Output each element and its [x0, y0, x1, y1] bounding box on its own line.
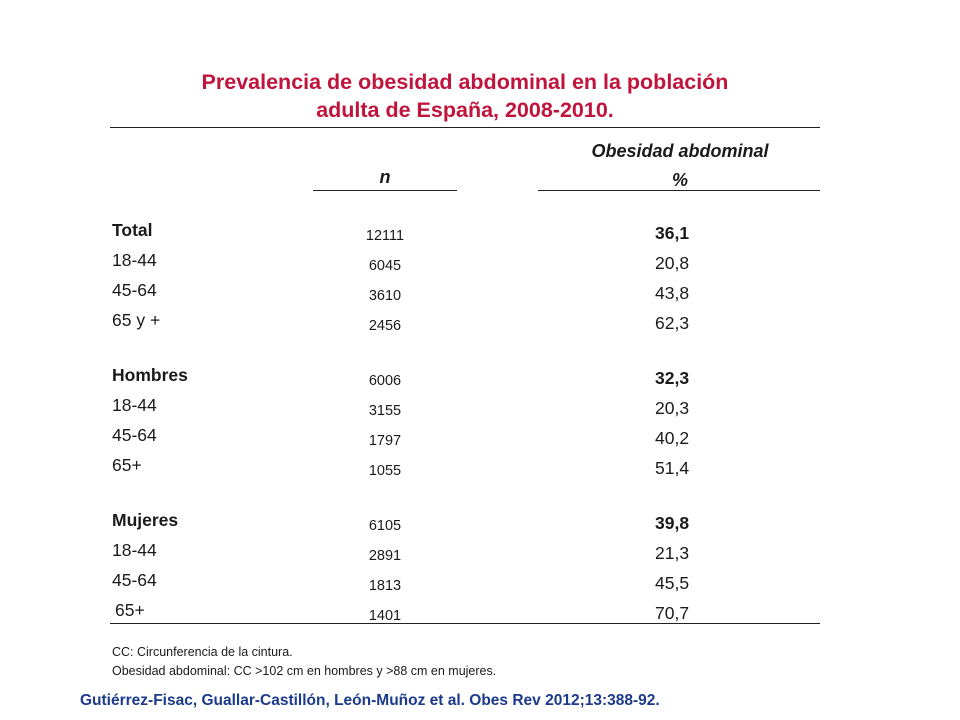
- page-title: Prevalencia de obesidad abdominal en la …: [110, 68, 820, 124]
- row-label: 18-44: [112, 395, 157, 415]
- row-obesity-percent: 43,8: [655, 283, 690, 303]
- row-n-value: 6006: [368, 373, 402, 389]
- title-line-1: Prevalencia de obesidad abdominal en la …: [201, 70, 729, 94]
- row-obesity-percent: 62,3: [655, 313, 690, 333]
- row-n-value: 1055: [368, 463, 402, 479]
- row-n-value: 1797: [368, 433, 402, 449]
- title-line-2: adulta de España, 2008-2010.: [316, 98, 614, 122]
- table-bottom-rule: [110, 623, 820, 624]
- row-label: 45-64: [112, 425, 157, 445]
- row-obesity-percent: 21,3: [655, 543, 690, 563]
- row-obesity-percent: 32,3: [655, 368, 690, 388]
- row-label: Mujeres: [112, 510, 179, 530]
- row-n-value: 1813: [368, 578, 402, 594]
- row-label: 18-44: [112, 250, 157, 270]
- row-label: Total: [112, 220, 153, 240]
- row-label: 65+: [112, 455, 142, 475]
- row-obesity-percent: 36,1: [655, 223, 690, 243]
- row-label: 65 y +: [112, 310, 161, 330]
- footnote-cc: CC: Circunferencia de la cintura.: [112, 645, 293, 659]
- row-n-value: 6105: [368, 518, 402, 534]
- obesity-header-rule: [538, 190, 820, 191]
- footnote-definition: Obesidad abdominal: CC >102 cm en hombre…: [112, 664, 497, 678]
- row-n-value: 3610: [368, 288, 402, 304]
- row-label: 65+: [115, 600, 145, 620]
- row-n-value: 2456: [368, 318, 402, 334]
- table-top-rule: [110, 127, 820, 128]
- row-obesity-percent: 51,4: [655, 458, 690, 478]
- row-n-value: 2891: [368, 548, 402, 564]
- row-label: Hombres: [112, 365, 188, 385]
- row-n-value: 3155: [368, 403, 402, 419]
- row-label: 18-44: [112, 540, 157, 560]
- row-label: 45-64: [112, 570, 157, 590]
- citation: Gutiérrez-Fisac, Guallar-Castillón, León…: [80, 692, 660, 709]
- column-header-obesity: Obesidad abdominal %: [540, 137, 820, 195]
- row-obesity-percent: 45,5: [655, 573, 690, 593]
- row-n-value: 12111: [365, 228, 405, 244]
- column-header-obesity-line-1: Obesidad abdominal: [591, 141, 769, 161]
- row-obesity-percent: 20,3: [655, 398, 690, 418]
- column-header-n: n: [379, 167, 391, 187]
- row-label: 45-64: [112, 280, 157, 300]
- row-n-value: 1401: [368, 608, 402, 624]
- n-header-rule: [313, 190, 457, 191]
- row-obesity-percent: 70,7: [655, 603, 690, 623]
- column-header-obesity-line-2: %: [671, 170, 688, 190]
- row-obesity-percent: 39,8: [655, 513, 690, 533]
- row-obesity-percent: 20,8: [655, 253, 690, 273]
- row-obesity-percent: 40,2: [655, 428, 690, 448]
- row-n-value: 6045: [368, 258, 402, 274]
